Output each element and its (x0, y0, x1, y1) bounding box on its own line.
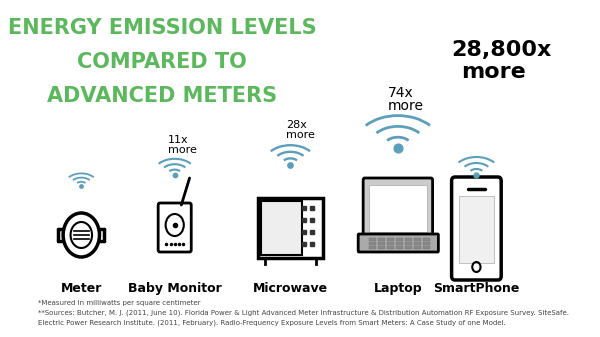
Text: 74x: 74x (388, 86, 414, 100)
Text: *Measured in milliwatts per square centimeter: *Measured in milliwatts per square centi… (38, 300, 201, 306)
FancyBboxPatch shape (378, 246, 385, 249)
FancyBboxPatch shape (378, 242, 385, 245)
FancyBboxPatch shape (369, 242, 376, 245)
Text: SmartPhone: SmartPhone (433, 282, 520, 295)
Text: more: more (388, 99, 424, 113)
Text: ENERGY EMISSION LEVELS: ENERGY EMISSION LEVELS (8, 18, 317, 38)
FancyBboxPatch shape (260, 201, 302, 255)
FancyBboxPatch shape (415, 238, 421, 241)
FancyBboxPatch shape (424, 242, 430, 245)
Text: 28,800x: 28,800x (452, 40, 552, 60)
Text: more: more (286, 130, 315, 140)
Text: more: more (461, 62, 526, 82)
Text: Electric Power Research Institute. (2011, February). Radio-Frequency Exposure Le: Electric Power Research Institute. (2011… (38, 320, 506, 327)
Text: COMPARED TO: COMPARED TO (77, 52, 247, 72)
FancyBboxPatch shape (415, 242, 421, 245)
FancyBboxPatch shape (369, 238, 376, 241)
FancyBboxPatch shape (396, 246, 403, 249)
Text: 28x: 28x (286, 120, 307, 130)
FancyBboxPatch shape (396, 242, 403, 245)
Text: **Sources: Butcher, M. J. (2011, June 10). Florida Power & Light Advanced Meter : **Sources: Butcher, M. J. (2011, June 10… (38, 310, 569, 316)
Text: Microwave: Microwave (253, 282, 328, 295)
FancyBboxPatch shape (387, 238, 394, 241)
Text: ADVANCED METERS: ADVANCED METERS (47, 86, 277, 106)
FancyBboxPatch shape (406, 246, 412, 249)
Text: Meter: Meter (61, 282, 102, 295)
FancyBboxPatch shape (387, 246, 394, 249)
Text: more: more (168, 145, 197, 155)
FancyBboxPatch shape (396, 238, 403, 241)
Text: 11x: 11x (168, 135, 189, 145)
Text: Laptop: Laptop (374, 282, 422, 295)
FancyBboxPatch shape (459, 196, 494, 263)
FancyBboxPatch shape (378, 238, 385, 241)
FancyBboxPatch shape (369, 246, 376, 249)
FancyBboxPatch shape (415, 246, 421, 249)
FancyBboxPatch shape (258, 198, 323, 258)
FancyBboxPatch shape (424, 246, 430, 249)
FancyBboxPatch shape (387, 242, 394, 245)
FancyBboxPatch shape (158, 203, 191, 252)
Text: Baby Monitor: Baby Monitor (128, 282, 221, 295)
FancyBboxPatch shape (363, 178, 433, 237)
FancyBboxPatch shape (452, 177, 501, 280)
FancyBboxPatch shape (406, 242, 412, 245)
FancyBboxPatch shape (358, 234, 439, 252)
FancyBboxPatch shape (406, 238, 412, 241)
FancyBboxPatch shape (369, 185, 427, 232)
FancyBboxPatch shape (424, 238, 430, 241)
